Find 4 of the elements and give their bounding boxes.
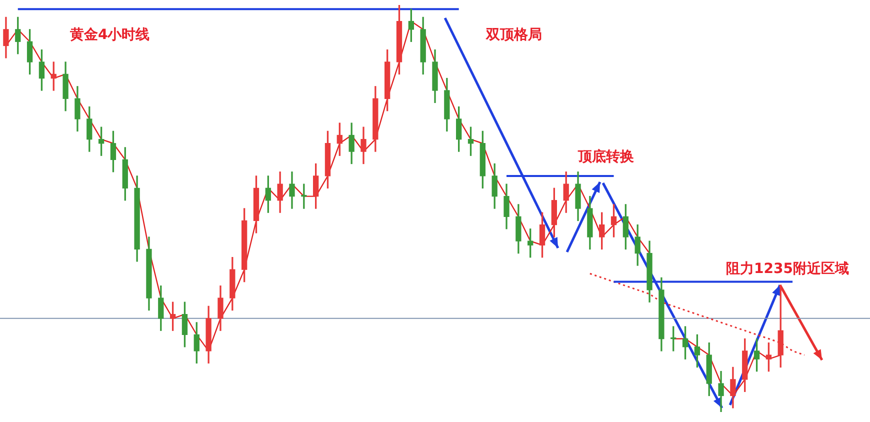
- annotation: 黄金4小时线: [70, 26, 150, 44]
- annotation: 顶底转换: [578, 148, 634, 166]
- annotation: 阻力1235附近区域: [726, 260, 849, 278]
- annotation: 双顶格局: [486, 26, 542, 44]
